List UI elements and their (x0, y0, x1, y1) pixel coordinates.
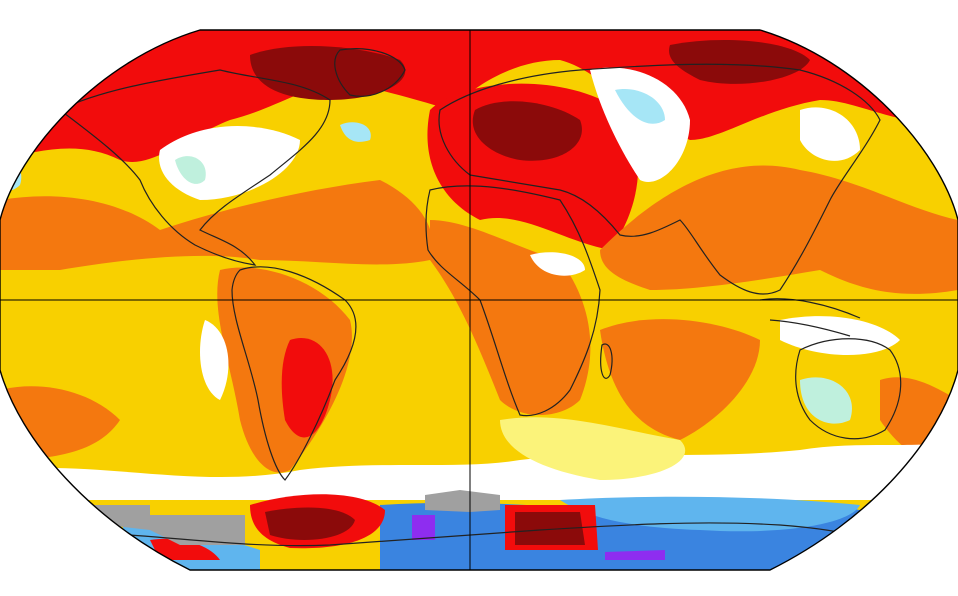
antarctic-purple-1 (412, 515, 435, 540)
coast-africa (425, 185, 601, 417)
lightblue-labrador (340, 122, 371, 142)
orange-indian-ocean (600, 319, 760, 440)
coast-north-america (58, 69, 331, 266)
antarctic-gray-center (425, 490, 500, 512)
arctic-darkred-canada (250, 45, 406, 100)
orange-asia (600, 165, 958, 294)
arctic-darkred-siberia (669, 40, 810, 84)
paleyellow-indian (500, 417, 686, 480)
white-north-pacific (800, 107, 860, 161)
white-southern-band (0, 440, 958, 500)
antarctic-skyblue (560, 496, 860, 532)
red-south-america (281, 338, 333, 438)
coast-indonesia (759, 298, 861, 337)
coast-antarctica (129, 522, 871, 547)
europe-darkred (472, 101, 582, 161)
white-barents (590, 67, 690, 182)
antarctic-darkred-east (515, 512, 585, 545)
coast-australia (795, 338, 902, 440)
coast-greenland (334, 48, 406, 97)
mint-australia (800, 377, 852, 424)
lightblue-barents (615, 89, 665, 124)
map-border (0, 29, 958, 571)
mint-north-atlantic (175, 156, 206, 184)
antarctic-gray-west (80, 505, 245, 545)
white-arabia (530, 252, 585, 276)
coast-eurasia (438, 63, 881, 295)
white-east-pacific (200, 320, 229, 400)
antarctic-purple-2 (605, 550, 665, 560)
orange-north-atlantic (0, 180, 433, 270)
coast-madagascar (600, 343, 613, 379)
antarctic-darkred-west (265, 507, 355, 540)
antarctic-red-far-west (150, 538, 220, 560)
